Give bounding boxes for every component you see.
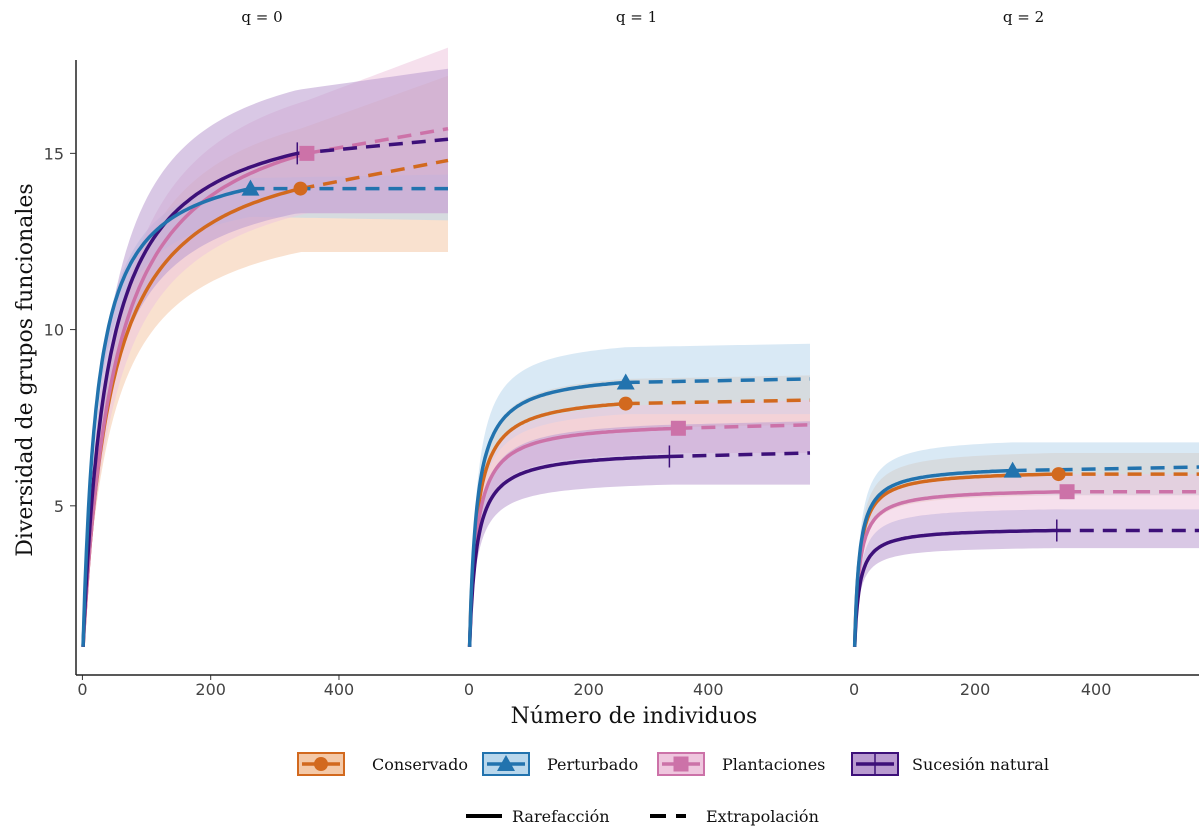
legend-item-sucesion: Sucesión natural xyxy=(851,752,1049,776)
legend-label: Sucesión natural xyxy=(912,755,1049,774)
rarefaction-line-perturbado xyxy=(852,468,1013,647)
panel-title: q = 1 xyxy=(616,8,657,26)
curves xyxy=(81,126,1199,647)
panel-titles: q = 0 q = 1 q = 2 xyxy=(241,8,1044,26)
x-tick-label: 400 xyxy=(1081,680,1112,699)
band-sucesion xyxy=(469,421,810,647)
line-type-legend: Rarefacción Extrapolación xyxy=(466,807,819,826)
rarefaction-line-plantaciones xyxy=(467,426,679,647)
x-tick-label: 0 xyxy=(849,680,859,699)
legend-item-conservado: Conservado xyxy=(297,752,468,776)
extrapolation-line-sucesion xyxy=(297,137,449,156)
legend-item-plantaciones: Plantaciones xyxy=(657,752,825,776)
marker-perturbado xyxy=(241,179,260,196)
extrapolation-line-conservado xyxy=(300,158,449,191)
band-sucesion xyxy=(83,68,448,647)
extrapolation-line-sucesion xyxy=(669,451,811,459)
rarefaction-line-sucesion xyxy=(852,528,1057,647)
legend-marker-perturbado xyxy=(497,755,515,771)
line-legend-label: Rarefacción xyxy=(512,807,610,826)
rarefaction-line-sucesion xyxy=(467,454,670,647)
line-legend-solid: Rarefacción xyxy=(466,807,610,826)
x-axis-label: Número de individuos xyxy=(511,704,758,729)
markers xyxy=(241,142,1075,542)
confidence-bands xyxy=(83,47,1199,647)
axes: 0 200 400 0 200 400 0 200 400 5 10 15 xyxy=(44,60,1199,699)
marker-plantaciones xyxy=(670,420,686,436)
y-tick-label: 15 xyxy=(44,144,64,163)
marker-conservado xyxy=(618,396,633,411)
x-tick-label: 400 xyxy=(324,680,355,699)
x-tick-label: 400 xyxy=(693,680,724,699)
marker-perturbado xyxy=(1003,461,1022,478)
extrapolation-line-conservado xyxy=(625,398,811,406)
x-tick-label: 200 xyxy=(573,680,604,699)
y-axis-label: Diversidad de grupos funcionales xyxy=(13,183,38,556)
line-legend-dashed: Extrapolación xyxy=(650,807,819,826)
extrapolation-line-perturbado xyxy=(1012,465,1199,473)
legend-marker-conservado xyxy=(314,757,328,771)
legend-label: Plantaciones xyxy=(722,755,825,774)
rarefaction-line-plantaciones xyxy=(852,489,1068,647)
rarefaction-line-plantaciones xyxy=(81,151,308,647)
marker-plantaciones xyxy=(1059,484,1075,500)
band-sucesion xyxy=(854,509,1199,647)
x-tick-label: 0 xyxy=(464,680,474,699)
legend-marker-plantaciones xyxy=(673,756,689,772)
y-tick-label: 10 xyxy=(44,321,64,340)
marker-plantaciones xyxy=(299,145,315,161)
panel-title: q = 0 xyxy=(241,8,282,26)
legend-item-perturbado: Perturbado xyxy=(482,752,638,776)
x-tick-label: 0 xyxy=(77,680,87,699)
line-legend-label: Extrapolación xyxy=(706,807,819,826)
y-tick-label: 5 xyxy=(54,497,64,516)
x-tick-label: 200 xyxy=(195,680,226,699)
marker-conservado xyxy=(293,181,308,196)
rarefaction-line-sucesion xyxy=(81,151,298,647)
rarefaction-line-perturbado xyxy=(467,380,626,647)
legend-label: Perturbado xyxy=(547,755,638,774)
panel-title: q = 2 xyxy=(1003,8,1044,26)
marker-conservado xyxy=(1051,467,1066,482)
legend: Conservado Perturbado Plantaciones Sucesión… xyxy=(297,752,1049,776)
rarefaction-line-perturbado xyxy=(81,186,251,647)
x-tick-label: 200 xyxy=(960,680,991,699)
legend-label: Conservado xyxy=(372,755,468,774)
marker-perturbado xyxy=(616,373,635,390)
extrapolation-line-perturbado xyxy=(625,377,811,385)
